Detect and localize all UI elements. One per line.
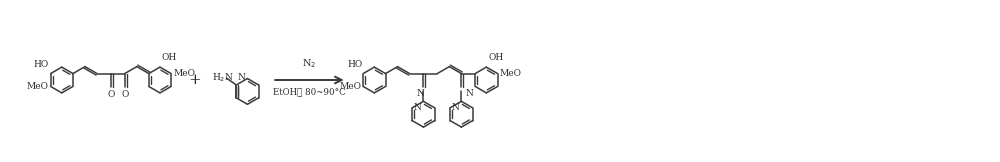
- Text: N: N: [417, 89, 424, 98]
- Text: O: O: [121, 90, 128, 99]
- Text: H$_2$N: H$_2$N: [212, 72, 234, 84]
- Text: OH: OH: [162, 53, 177, 62]
- Text: EtOH， 80~90°C: EtOH， 80~90°C: [273, 87, 346, 96]
- Text: MeO: MeO: [339, 82, 361, 91]
- Text: +: +: [188, 73, 201, 87]
- Text: MeO: MeO: [173, 69, 195, 78]
- Text: N: N: [451, 103, 459, 112]
- Text: N: N: [413, 103, 421, 112]
- Text: O: O: [107, 90, 115, 99]
- Text: MeO: MeO: [27, 82, 49, 91]
- Text: OH: OH: [488, 53, 504, 62]
- Text: HO: HO: [347, 60, 362, 69]
- Text: N: N: [465, 89, 473, 98]
- Text: MeO: MeO: [500, 69, 522, 78]
- Text: HO: HO: [33, 60, 49, 69]
- Text: N: N: [237, 73, 245, 82]
- Text: N$_2$: N$_2$: [302, 57, 317, 70]
